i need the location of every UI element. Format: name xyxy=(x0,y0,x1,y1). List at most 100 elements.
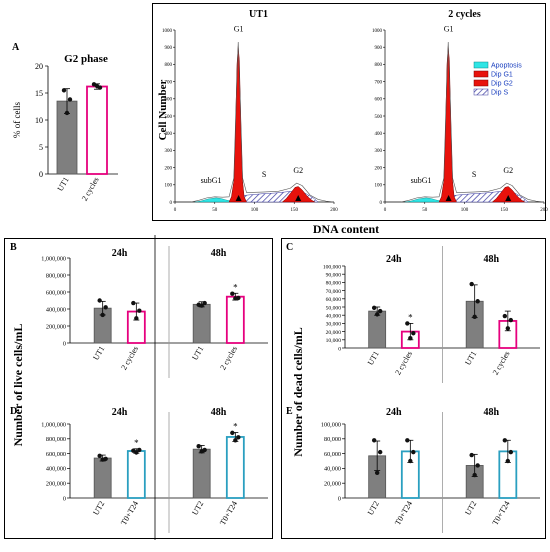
y-tick-label: 60,000 xyxy=(324,451,341,458)
data-point xyxy=(196,444,201,449)
histogram-1: UT1 0 100 200 300 400 500 600 700 800 900 1000 0 50 10… xyxy=(162,9,338,213)
data-point xyxy=(475,463,480,468)
category-label: UT1 xyxy=(56,176,71,193)
data-point xyxy=(374,470,380,476)
category-label: UT1 xyxy=(91,345,106,362)
data-point xyxy=(137,308,142,313)
y-tick-label: 1,000,000 xyxy=(41,421,66,428)
data-point xyxy=(202,300,207,306)
legend: Apoptosis Dip G1 Dip G2 Dip S xyxy=(473,61,522,97)
category-label: 2 cycles xyxy=(393,350,414,377)
y-tick-label: 80,000 xyxy=(324,436,341,443)
group-label: 24h xyxy=(112,248,128,259)
cell-number-label: Cell Number xyxy=(157,79,169,140)
category-label: T0+T24 xyxy=(393,500,414,527)
category-label: 2 cycles xyxy=(218,345,239,372)
data-point xyxy=(94,83,100,89)
data-point xyxy=(411,449,416,455)
x-tick-label: 0 xyxy=(174,208,177,213)
y-tick-label: 20 xyxy=(35,62,43,71)
y-tick-label: 100,000 xyxy=(321,421,341,428)
category-label: UT2 xyxy=(91,500,106,517)
x-tick-label: 200 xyxy=(330,208,338,213)
y-tick-label: 10,000 xyxy=(326,338,342,344)
y-tick-label: 200,000 xyxy=(46,481,66,488)
data-point xyxy=(405,321,410,326)
data-point xyxy=(377,308,383,314)
data-point xyxy=(508,449,514,455)
group-label: 24h xyxy=(386,254,402,265)
y-tick-label: 300 xyxy=(375,149,383,154)
data-point xyxy=(502,313,508,319)
data-point xyxy=(374,312,380,317)
legend-swatch xyxy=(473,88,489,96)
data-point xyxy=(508,317,514,323)
treated-bar xyxy=(126,450,146,499)
y-tick-label: 30,000 xyxy=(326,322,342,328)
y-tick-label: 700 xyxy=(165,80,173,85)
y-tick-label: 800 xyxy=(165,63,173,68)
treated-bar xyxy=(86,85,108,175)
y-tick-label: 15 xyxy=(35,89,43,98)
y-tick-label: 500 xyxy=(165,115,173,120)
y-tick-label: 400 xyxy=(165,132,173,137)
data-point xyxy=(233,296,238,301)
y-tick-label: 0 xyxy=(63,495,66,502)
data-point xyxy=(408,335,413,341)
dead-cells-frame xyxy=(281,238,546,539)
y-tick-label: 800 xyxy=(375,63,383,68)
data-point xyxy=(61,88,67,93)
y-tick-label: 800,000 xyxy=(46,436,66,443)
group-label: 48h xyxy=(483,407,499,418)
y-tick-label: 1,000,000 xyxy=(41,255,66,262)
data-point xyxy=(131,300,136,306)
y-axis-label: % of cells xyxy=(12,102,22,138)
y-tick-label: 200 xyxy=(165,166,173,171)
peak-label: G2 xyxy=(503,166,513,175)
category-label: T0+T24 xyxy=(491,500,512,527)
y-tick-label: 700 xyxy=(375,80,383,85)
charts-layer: A G2 phase % of cells 0 5 10 15 20 UT1 2 cycles UT… xyxy=(10,9,548,533)
y-tick-label: 70,000 xyxy=(326,289,342,295)
legend-swatch xyxy=(473,61,489,69)
x-tick-label: 50 xyxy=(212,208,218,213)
y-tick-label: 5 xyxy=(39,143,43,152)
y-tick-label: 600,000 xyxy=(46,289,66,296)
y-tick-label: 400 xyxy=(375,132,383,137)
control-bar xyxy=(192,448,211,499)
category-label: 2 cycles xyxy=(80,176,101,203)
data-point xyxy=(230,430,235,436)
panel-d: D 0 200,000 400,000 600,000 800,000 1,000,000 2… xyxy=(10,406,268,533)
legend-label: Dip G1 xyxy=(491,72,513,79)
y-tick-label: 0 xyxy=(63,340,66,347)
control-bar xyxy=(93,457,112,499)
category-label: 2 cycles xyxy=(491,350,512,377)
panel-c: C 0 10,000 20,000 30,000 40,000 50,000 60,000 70… xyxy=(286,242,540,383)
data-point xyxy=(408,458,413,464)
x-tick-label: 0 xyxy=(384,208,387,213)
y-tick-label: 0 xyxy=(338,346,341,352)
x-tick-label: 150 xyxy=(501,208,509,213)
data-point xyxy=(100,457,105,462)
group-label: 24h xyxy=(386,407,402,418)
data-point xyxy=(134,316,139,321)
peak-label: G1 xyxy=(444,25,454,34)
data-point xyxy=(502,438,508,443)
y-tick-label: 400,000 xyxy=(46,306,66,313)
category-label: UT1 xyxy=(463,350,478,367)
y-tick-label: 400,000 xyxy=(46,466,66,473)
data-point xyxy=(134,450,139,455)
category-label: UT1 xyxy=(366,350,381,367)
peak-marker xyxy=(445,195,452,201)
data-point xyxy=(475,299,480,304)
panel-letter: A xyxy=(12,42,20,53)
histogram-frame xyxy=(152,3,546,221)
panel-letter: E xyxy=(286,406,293,417)
panel-a: A G2 phase % of cells 0 5 10 15 20 UT1 2 cycles xyxy=(12,42,118,203)
data-point xyxy=(371,438,377,443)
treated-bar xyxy=(225,436,245,499)
panel-e: E 0 20,000 40,000 60,000 80,000 100,000 24h UT2 T… xyxy=(286,406,540,533)
data-point xyxy=(67,97,73,102)
panel-letter: D xyxy=(10,406,17,417)
data-point xyxy=(103,305,108,310)
